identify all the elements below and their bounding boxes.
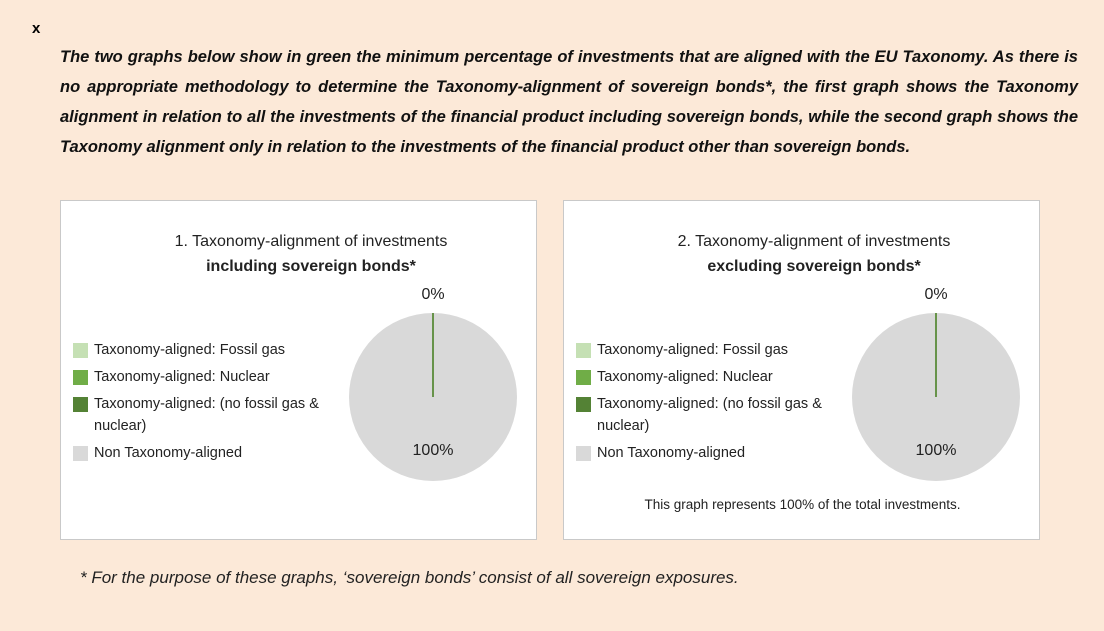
legend-item: Taxonomy-aligned: (no fossil gas & nucle… — [576, 393, 842, 437]
legend-label: Taxonomy-aligned: Fossil gas — [597, 342, 789, 358]
legend-swatch — [576, 397, 591, 412]
legend-label: Non Taxonomy-aligned — [94, 445, 243, 461]
data-label: 0% — [421, 286, 444, 303]
chart-box: 1. Taxonomy-alignment of investments incl… — [60, 200, 537, 540]
legend-item: Taxonomy-aligned: Fossil gas — [73, 339, 339, 361]
close-button[interactable]: x — [32, 20, 41, 37]
legend-label: Taxonomy-aligned: (no fossil gas & nucle… — [94, 396, 319, 434]
data-label: 0% — [924, 286, 947, 303]
intro-text: The two graphs below show in green the m… — [60, 48, 1078, 156]
legend-label: Non Taxonomy-aligned — [597, 445, 746, 461]
legend: Taxonomy-aligned: Fossil gas Taxonomy-ali… — [576, 339, 842, 464]
legend-swatch — [576, 446, 591, 461]
legend-label: Taxonomy-aligned: Nuclear — [94, 369, 270, 385]
chart-subtitle: including sovereign bonds* — [206, 258, 416, 275]
legend-item: Taxonomy-aligned: (no fossil gas & nucle… — [73, 393, 339, 437]
legend-label: Taxonomy-aligned: Nuclear — [597, 369, 773, 385]
data-label: 100% — [413, 442, 454, 459]
footnote: * For the purpose of these graphs, ‘sove… — [80, 568, 739, 587]
legend-swatch — [73, 343, 88, 358]
legend-swatch — [576, 370, 591, 385]
legend-item: Non Taxonomy-aligned — [576, 442, 842, 464]
legend-label: Taxonomy-aligned: Fossil gas — [94, 342, 286, 358]
chart-note: This graph represents 100% of the total … — [644, 497, 961, 512]
legend-item: Taxonomy-aligned: Fossil gas — [576, 339, 842, 361]
legend-swatch — [73, 446, 88, 461]
legend-swatch — [73, 397, 88, 412]
legend-item: Taxonomy-aligned: Nuclear — [73, 366, 339, 388]
data-label: 100% — [916, 442, 957, 459]
legend-label: Taxonomy-aligned: (no fossil gas & nucle… — [597, 396, 822, 434]
legend: Taxonomy-aligned: Fossil gas Taxonomy-ali… — [73, 339, 339, 464]
legend-swatch — [73, 370, 88, 385]
chart-title: 1. Taxonomy-alignment of investments — [174, 233, 448, 250]
chart-subtitle: excluding sovereign bonds* — [707, 258, 921, 275]
legend-item: Non Taxonomy-aligned — [73, 442, 339, 464]
chart-title: 2. Taxonomy-alignment of investments — [677, 233, 951, 250]
legend-swatch — [576, 343, 591, 358]
chart-box: 2. Taxonomy-alignment of investments excl… — [563, 200, 1040, 540]
legend-item: Taxonomy-aligned: Nuclear — [576, 366, 842, 388]
pie-chart: 0% 100% — [349, 286, 517, 481]
pie-chart: 0% 100% — [852, 286, 1020, 481]
